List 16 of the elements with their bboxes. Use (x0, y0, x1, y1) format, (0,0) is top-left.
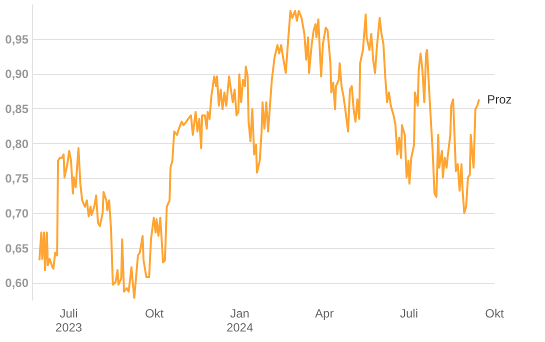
x-tick-label: Apr (315, 306, 334, 320)
y-tick-label: 0,65 (5, 241, 29, 256)
x-tick-label: Okt (485, 306, 504, 320)
y-tick-label: 0,95 (5, 32, 29, 46)
y-tick-label: 0,90 (5, 67, 29, 82)
series-label: Proz (487, 92, 512, 106)
x-tick-label: Juli 2023 (55, 306, 82, 334)
y-tick-label: 0,60 (5, 276, 29, 290)
y-tick-label: 0,75 (5, 172, 29, 186)
y-tick-label: 0,85 (5, 102, 29, 116)
y-tick-label: 0,80 (5, 136, 29, 151)
x-tick-label: Juli (400, 306, 418, 320)
x-tick-label: Jan 2024 (226, 306, 254, 334)
x-tick-label: Okt (144, 306, 164, 320)
line-series (38, 10, 480, 299)
y-tick-label: 0,70 (5, 206, 29, 220)
